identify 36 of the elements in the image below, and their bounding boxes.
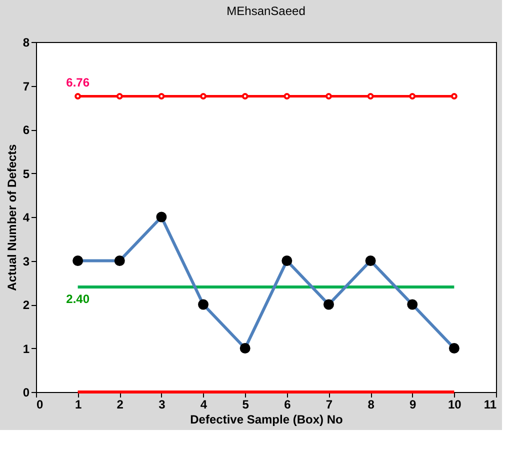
y-axis-title: Actual Number of Defects [4,144,19,291]
annotation: 6.76 [66,75,90,90]
x-tick-label: 9 [410,398,417,412]
x-tick-label: 8 [368,398,375,412]
x-axis-title: Defective Sample (Box) No [190,412,343,426]
y-tick-label: 6 [22,123,30,137]
x-tick-label: 2 [116,398,124,412]
annotation: 2.40 [66,292,90,306]
x-tick-label: 0 [36,398,44,412]
y-tick-label: 4 [22,210,30,224]
y-tick-label: 0 [22,386,30,400]
point [200,93,207,100]
chart-title: MEhsanSaeed [226,4,306,18]
x-tick-label: 7 [326,398,333,412]
x-tick-label: 1 [74,398,82,412]
point [325,93,332,100]
y-tick-label: 3 [22,254,30,268]
point [367,93,374,100]
point [74,93,82,100]
point [284,93,290,100]
y-tick-label: 5 [22,166,30,181]
x-tick-label: 6 [284,398,292,412]
x-tick-label: 3 [158,398,166,412]
point [242,93,248,100]
point [158,93,165,100]
y-tick-label: 8 [22,36,30,50]
x-tick-label: 11 [484,398,497,412]
point [450,93,458,100]
y-tick-label: 2 [22,298,30,312]
x-tick-label: 4 [200,398,208,412]
y-tick-label: 7 [22,79,30,94]
point [116,93,123,100]
point [409,93,416,100]
x-tick-label: 10 [448,398,462,412]
x-tick-label: 5 [242,398,250,412]
y-tick-label: 1 [22,342,30,356]
